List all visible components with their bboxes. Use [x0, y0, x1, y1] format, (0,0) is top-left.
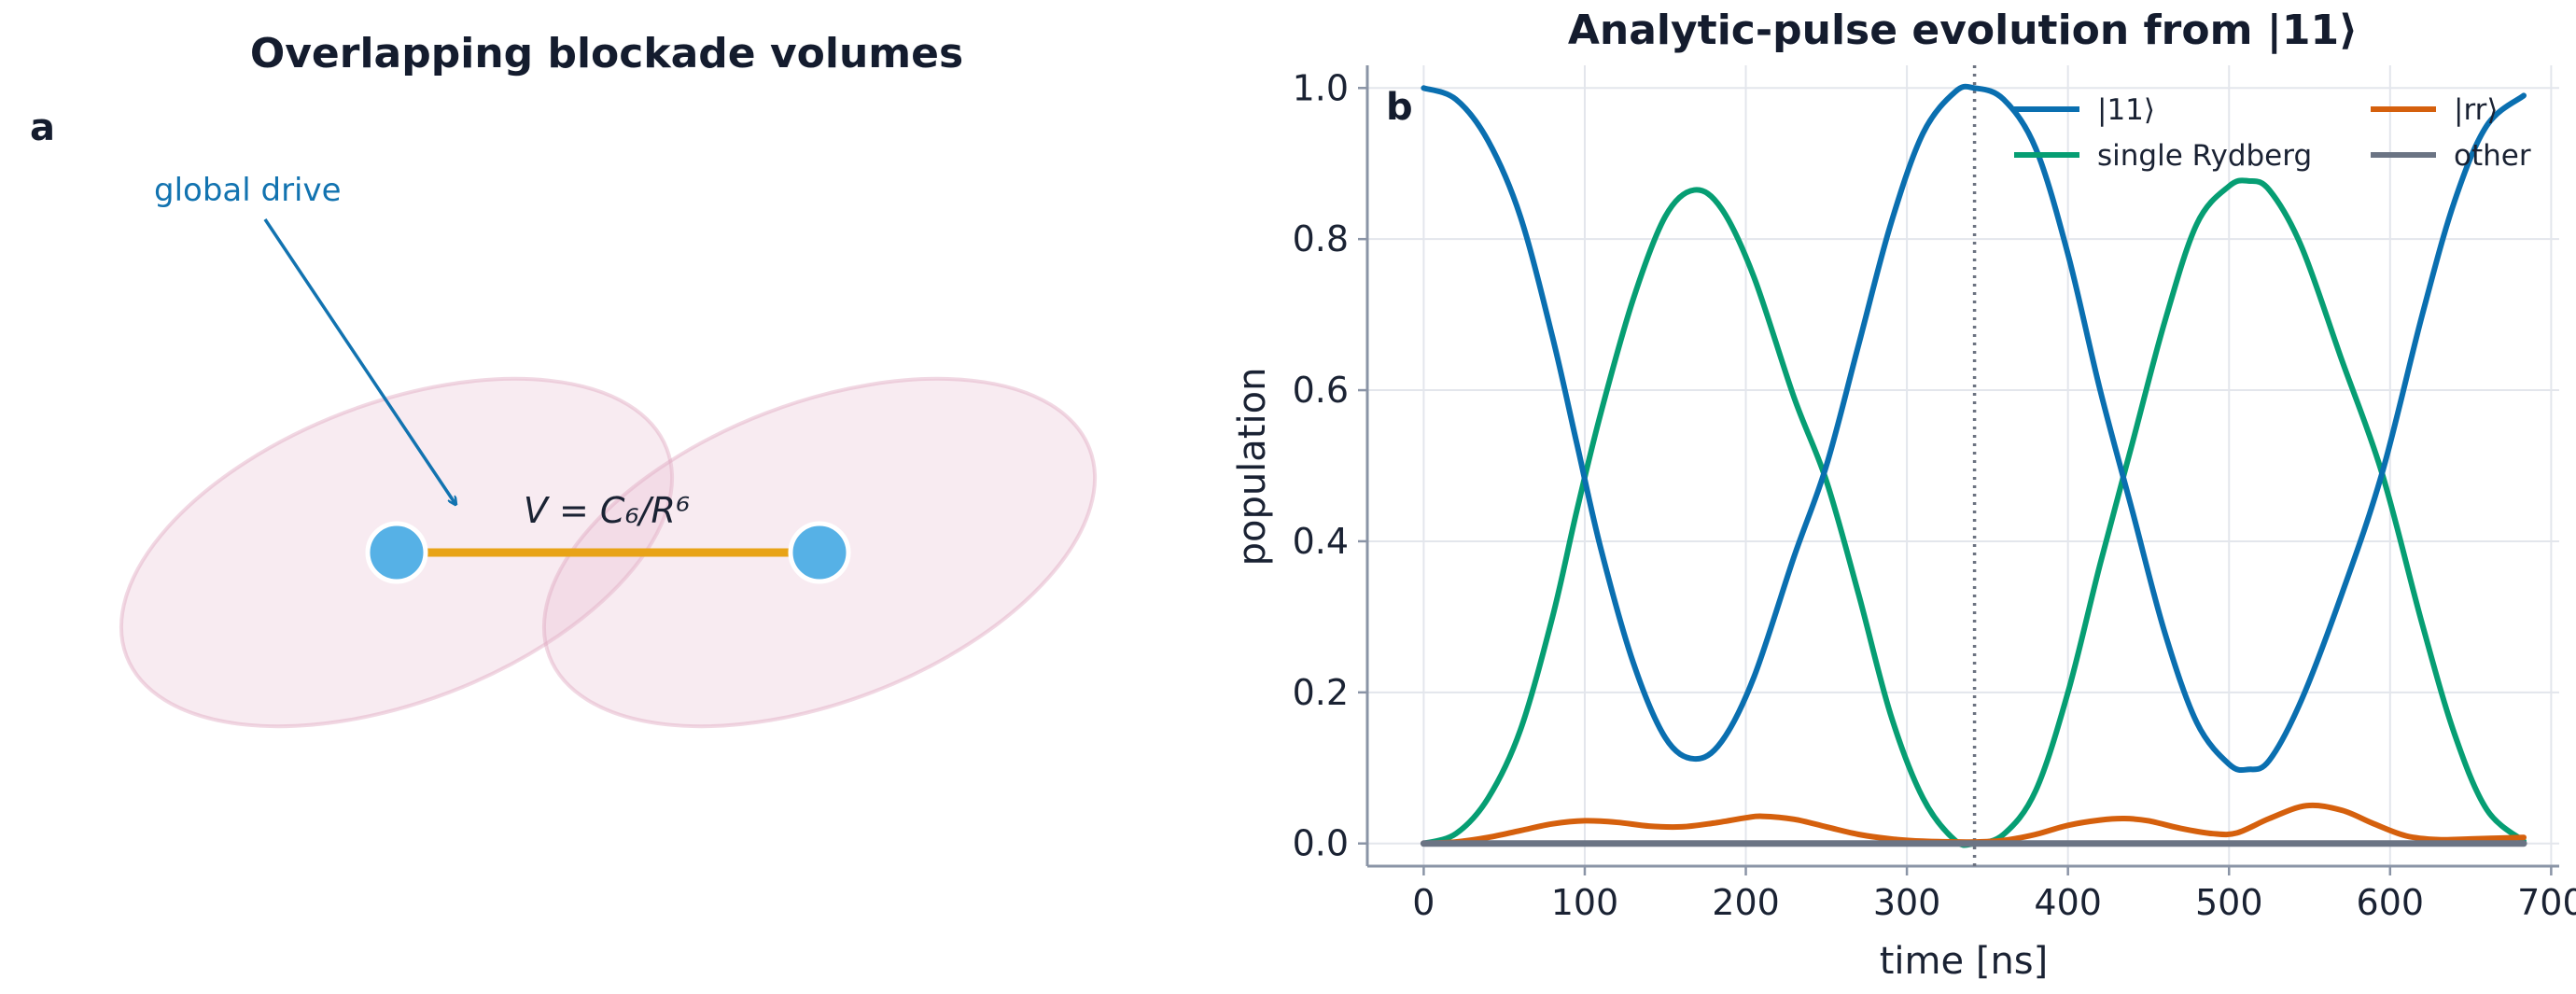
panel-b-letter: b	[1386, 86, 1413, 129]
y-axis-label: population	[1231, 368, 1274, 567]
panel-a: Overlapping blockade volumes a V = C₆/R⁶…	[30, 30, 1098, 729]
interaction-formula: V = C₆/R⁶	[524, 490, 690, 531]
global-drive-label: global drive	[154, 172, 342, 209]
y-tick-label: 0.8	[1293, 218, 1349, 259]
legend-label-single-rydberg: single Rydberg	[2097, 139, 2312, 173]
x-tick-label: 300	[1873, 882, 1941, 923]
y-tick-label: 0.0	[1293, 823, 1349, 864]
legend-label-11: |11⟩	[2097, 93, 2155, 127]
panel-a-letter: a	[30, 106, 55, 149]
x-tick-label: 0	[1412, 882, 1435, 923]
atom-right	[788, 521, 851, 584]
legend-label-other: other	[2454, 139, 2531, 173]
y-tick-label: 0.6	[1293, 370, 1349, 411]
x-tick-label: 100	[1551, 882, 1619, 923]
legend-label-rr: |rr⟩	[2454, 93, 2498, 127]
y-tick-label: 1.0	[1293, 67, 1349, 108]
panel-b-title: Analytic-pulse evolution from |11⟩	[1568, 7, 2358, 54]
panel-b: Analytic-pulse evolution from |11⟩ 0 100 2…	[1231, 7, 2576, 983]
series-rr-line	[1421, 802, 2527, 847]
x-axis-label: time [ns]	[1880, 940, 2049, 983]
series-lines	[1420, 83, 2527, 848]
y-tick-label: 0.2	[1293, 672, 1349, 713]
x-tick-label: 700	[2517, 882, 2576, 923]
panel-a-title: Overlapping blockade volumes	[250, 30, 963, 77]
x-tick-label: 600	[2357, 882, 2425, 923]
x-tick-label: 500	[2195, 882, 2263, 923]
y-tick-label: 0.4	[1293, 521, 1349, 562]
legend: |11⟩ |rr⟩ single Rydberg other	[2014, 93, 2531, 173]
panel-b-title-text: Analytic-pulse evolution from |11⟩	[1568, 7, 2358, 54]
y-ticks: 0.0 0.2 0.4 0.6 0.8 1.0	[1293, 67, 1367, 864]
series-11-line	[1421, 83, 2527, 774]
global-drive-arrow	[263, 218, 455, 504]
x-tick-label: 400	[2034, 882, 2102, 923]
x-tick-label: 200	[1712, 882, 1780, 923]
atom-left	[365, 521, 428, 584]
x-ticks: 0 100 200 300 400 500 600 700	[1412, 866, 2576, 923]
